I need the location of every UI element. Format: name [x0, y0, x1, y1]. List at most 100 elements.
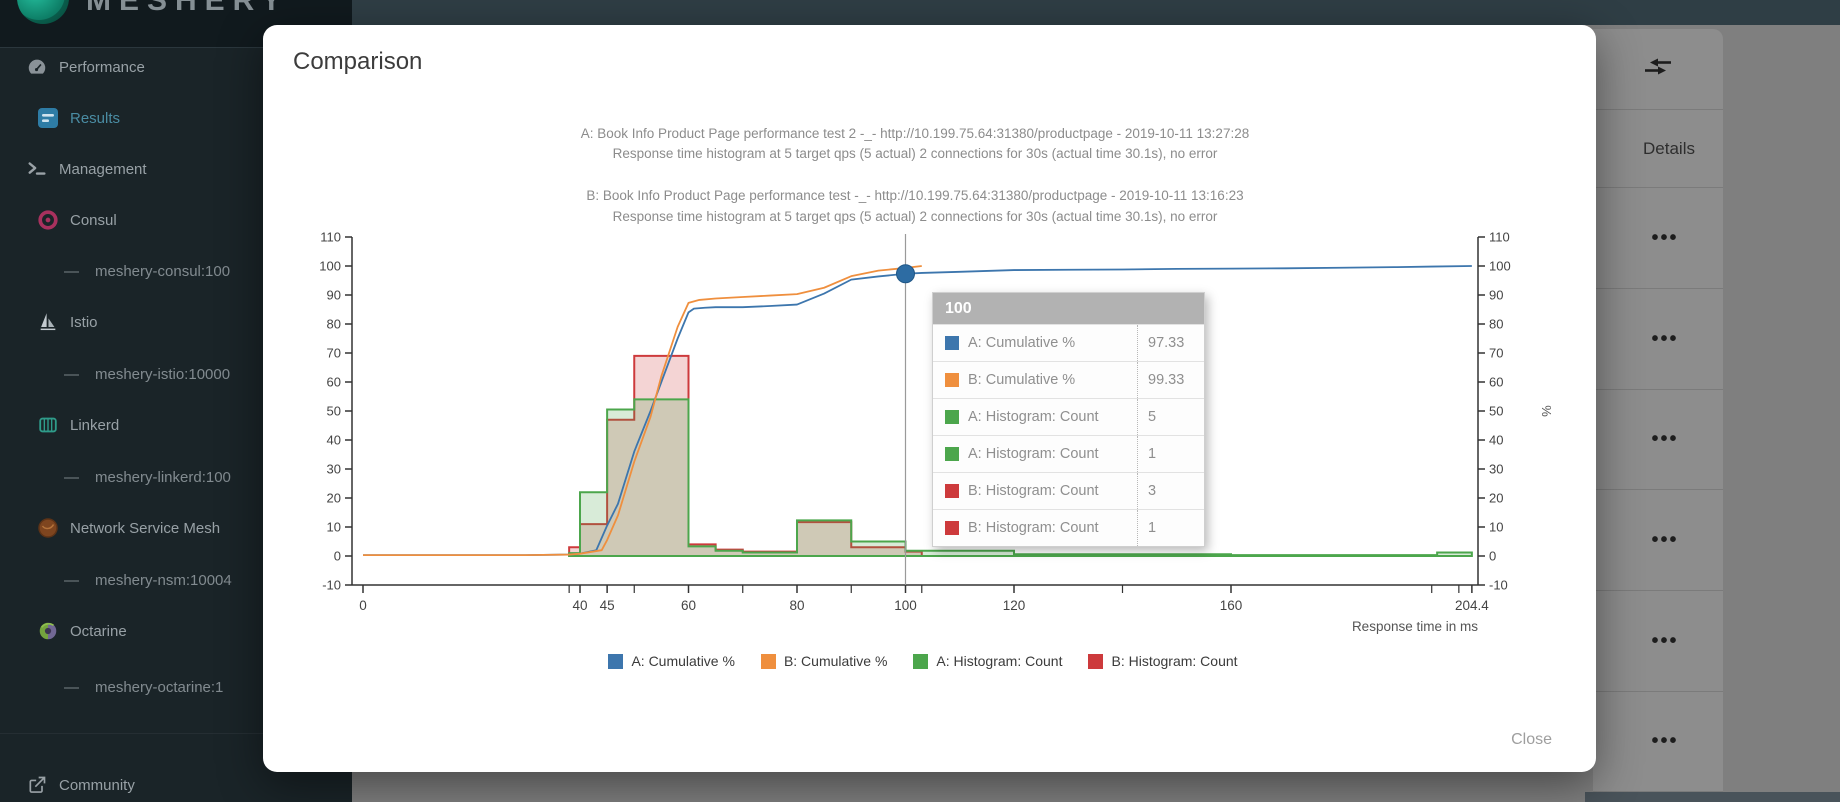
series-color-swatch: [945, 447, 959, 461]
result-row: •••: [1593, 692, 1723, 792]
x-tick-label: 0: [359, 598, 367, 613]
y-tick-label: 110: [320, 230, 341, 245]
sidebar-item-community[interactable]: Community: [25, 772, 135, 798]
tooltip-row: B: Histogram: Count 1: [933, 509, 1204, 546]
series-color-swatch: [945, 521, 959, 535]
close-button[interactable]: Close: [1501, 723, 1562, 757]
nsm-icon: [36, 517, 60, 539]
tooltip-series-value: 3: [1137, 473, 1204, 509]
sidebar-item-label: Performance: [59, 58, 145, 76]
sidebar-item-consul[interactable]: Consul: [36, 207, 117, 233]
x-axis-title: Response time in ms: [1352, 619, 1478, 634]
comparison-modal: Comparison A: Book Info Product Page per…: [263, 25, 1596, 772]
sidebar-item-label: Network Service Mesh: [70, 519, 221, 537]
top-header-bar: [352, 0, 1840, 25]
table-bottom-edge: [1585, 792, 1840, 802]
tooltip-row: B: Cumulative % 99.33: [933, 361, 1204, 398]
subitem-dash: —: [64, 365, 79, 383]
legend-swatch: [608, 653, 624, 669]
more-options-icon[interactable]: •••: [1651, 528, 1679, 551]
tooltip-series-value: 1: [1137, 436, 1204, 472]
tooltip-series-label: B: Histogram: Count: [968, 483, 1099, 499]
result-row: •••: [1593, 490, 1723, 591]
sidebar-item-meshery-istio-10000[interactable]: — meshery-istio:10000: [64, 361, 230, 387]
consul-icon: [36, 209, 60, 231]
sidebar-item-meshery-nsm-10004[interactable]: — meshery-nsm:10004: [64, 567, 232, 593]
tooltip-header: 100: [933, 293, 1204, 324]
sidebar-item-label: Consul: [70, 211, 117, 229]
y-tick-label: 60: [327, 375, 341, 390]
sidebar-item-performance[interactable]: Performance: [25, 54, 145, 80]
hover-point-marker[interactable]: [896, 264, 915, 284]
y-tick-label: 20: [327, 491, 341, 506]
cumulative-line-b: [363, 265, 922, 557]
sidebar-item-label: Octarine: [70, 622, 127, 640]
x-tick-label: 80: [789, 598, 804, 613]
x-tick-label: 60: [681, 598, 696, 613]
sidebar-item-label: Linkerd: [70, 416, 120, 434]
sidebar-item-label: meshery-nsm:10004: [95, 571, 232, 589]
legend-item-1[interactable]: A: Cumulative %: [608, 653, 735, 669]
y-tick-label: 0: [1489, 549, 1496, 564]
subitem-dash: —: [64, 571, 79, 589]
histogram-a: [568, 398, 1473, 557]
sidebar-item-meshery-consul-100[interactable]: — meshery-consul:100: [64, 258, 230, 284]
legend-label: B: Histogram: Count: [1111, 653, 1238, 669]
y-tick-label: 70: [327, 346, 341, 361]
more-options-icon[interactable]: •••: [1651, 428, 1679, 450]
details-column-header: Details: [1593, 110, 1723, 188]
y-tick-label: -10: [1489, 578, 1508, 593]
sidebar-item-meshery-linkerd-100[interactable]: — meshery-linkerd:100: [64, 464, 231, 490]
legend-swatch: [760, 653, 776, 669]
more-options-icon[interactable]: •••: [1651, 730, 1679, 752]
sidebar-item-network-service-mesh[interactable]: Network Service Mesh: [36, 515, 220, 541]
tooltip-series-value: 97.33: [1137, 325, 1204, 361]
tooltip-series-value: 1: [1137, 510, 1204, 546]
subitem-dash: —: [64, 678, 79, 696]
legend-item-3[interactable]: A: Histogram: Count: [913, 653, 1062, 669]
more-options-icon[interactable]: •••: [1651, 226, 1679, 249]
y-tick-label: 80: [1489, 317, 1503, 332]
sidebar-item-linkerd[interactable]: Linkerd: [36, 412, 119, 438]
legend-item-2[interactable]: B: Cumulative %: [760, 653, 887, 669]
y-tick-label: 0: [334, 549, 341, 564]
tooltip-row: A: Histogram: Count 1: [933, 435, 1204, 472]
y-tick-label: 10: [1489, 520, 1503, 535]
sidebar-divider: [0, 733, 352, 734]
legend-label: A: Histogram: Count: [936, 653, 1063, 669]
x-tick-label: 45: [600, 598, 615, 613]
result-row: •••: [1593, 591, 1723, 692]
chart-title-b: B: Book Info Product Page performance te…: [586, 188, 1244, 203]
y-tick-label: 50: [1489, 404, 1503, 419]
chart-title-a: A: Book Info Product Page performance te…: [580, 126, 1250, 141]
y-tick-label: 40: [327, 433, 341, 448]
sidebar-item-label: meshery-istio:10000: [95, 365, 231, 383]
y-axis-title: %: [1539, 405, 1554, 417]
sidebar-item-results[interactable]: Results: [36, 105, 120, 131]
tooltip-series-label: A: Histogram: Count: [968, 446, 1099, 462]
y-tick-label: 110: [1489, 230, 1510, 245]
sidebar-item-label: meshery-linkerd:100: [95, 468, 231, 486]
y-tick-label: 60: [1489, 375, 1503, 390]
istio-icon: [36, 311, 60, 333]
table-toolbar: [1593, 29, 1723, 110]
terminal-icon: [25, 158, 49, 180]
sidebar-item-octarine[interactable]: Octarine: [36, 618, 127, 644]
sidebar-item-label: Results: [70, 109, 121, 127]
compare-arrows-icon[interactable]: [1643, 57, 1673, 82]
subitem-dash: —: [64, 262, 79, 280]
more-options-icon[interactable]: •••: [1651, 327, 1679, 350]
legend-item-4[interactable]: B: Histogram: Count: [1088, 653, 1238, 669]
y-tick-label: 50: [327, 404, 341, 419]
y-tick-label: 10: [327, 520, 341, 535]
y-tick-label: 80: [327, 317, 341, 332]
logo-text: MESHERY: [86, 0, 290, 17]
tooltip-row: B: Histogram: Count 3: [933, 472, 1204, 509]
series-color-swatch: [945, 410, 959, 424]
sidebar-item-label: Istio: [70, 313, 98, 331]
more-options-icon[interactable]: •••: [1651, 629, 1679, 652]
subitem-dash: —: [64, 468, 79, 486]
sidebar-item-management[interactable]: Management: [25, 156, 147, 182]
sidebar-item-meshery-octarine-1[interactable]: — meshery-octarine:1: [64, 674, 223, 700]
sidebar-item-istio[interactable]: Istio: [36, 309, 98, 335]
